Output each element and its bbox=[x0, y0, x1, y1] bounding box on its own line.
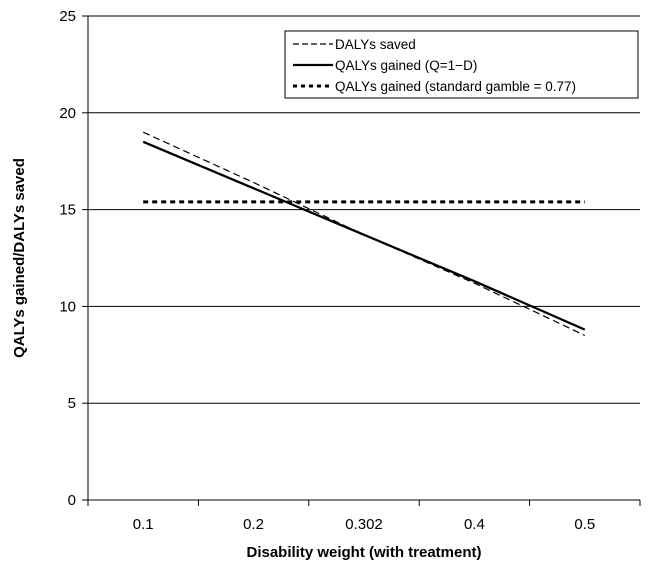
series-lines bbox=[142, 131, 586, 336]
x-tick-label: 0.2 bbox=[243, 516, 264, 533]
y-tick-label: 25 bbox=[59, 8, 76, 25]
legend-label-qalys-sg: QALYs gained (standard gamble = 0.77) bbox=[335, 79, 576, 94]
y-tick-label: 10 bbox=[59, 298, 76, 315]
y-tick-label: 5 bbox=[68, 395, 76, 412]
y-axis-title: QALYs gained/DALYs saved bbox=[11, 158, 28, 358]
axes bbox=[82, 15, 641, 506]
x-tick-label: 0.1 bbox=[133, 516, 154, 533]
series-line-qalys-q bbox=[142, 140, 586, 331]
x-axis-title: Disability weight (with treatment) bbox=[246, 544, 481, 561]
y-tick-label: 20 bbox=[59, 105, 76, 122]
x-tick-label: 0.5 bbox=[574, 516, 595, 533]
legend-label-qalys-q: QALYs gained (Q=1−D) bbox=[335, 58, 477, 73]
legend-box bbox=[284, 30, 639, 99]
x-tick-label: 0.302 bbox=[345, 516, 383, 533]
legend-label-dalys: DALYs saved bbox=[335, 37, 416, 52]
grid-lines bbox=[88, 15, 640, 404]
legend: DALYs saved QALYs gained (Q=1−D) QALYs g… bbox=[284, 30, 639, 99]
y-tick-label: 15 bbox=[59, 202, 76, 219]
y-tick-label: 0 bbox=[68, 492, 76, 509]
x-tick-label: 0.4 bbox=[464, 516, 485, 533]
y-tick-labels: 0 5 10 15 20 25 bbox=[59, 8, 76, 509]
x-tick-labels: 0.1 0.2 0.302 0.4 0.5 bbox=[133, 516, 595, 533]
